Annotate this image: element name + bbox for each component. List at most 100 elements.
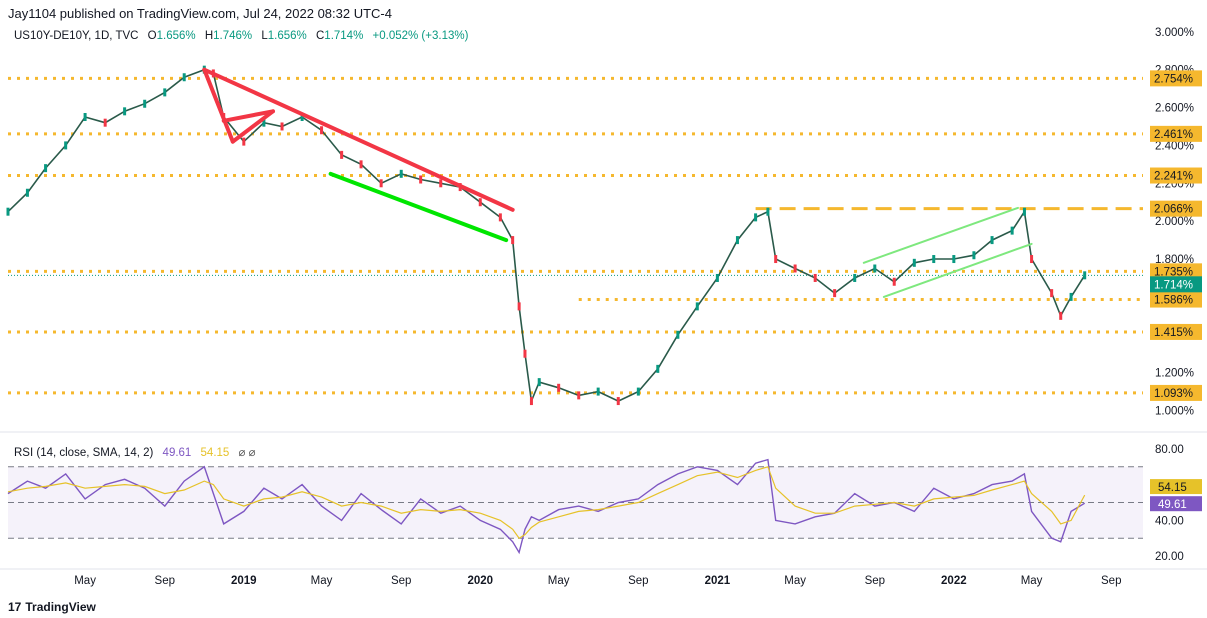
hide-indicator-icon[interactable]: ⌀ ⌀ — [238, 447, 256, 459]
price-candle — [143, 99, 147, 108]
rsi-value-tag-label: 49.61 — [1158, 499, 1187, 511]
price-axis-label: 2.000% — [1155, 216, 1194, 228]
high-value: 1.746% — [213, 30, 253, 42]
last-price-label: 1.714% — [1154, 279, 1193, 291]
price-candle — [1083, 271, 1087, 280]
price-candle — [320, 126, 324, 135]
price-candle — [280, 122, 284, 131]
price-axis-label: 1.800% — [1155, 254, 1194, 266]
level-price-label: 2.066% — [1154, 204, 1193, 216]
price-axis-label: 2.400% — [1155, 140, 1194, 152]
trendline-red — [230, 109, 275, 144]
price-candle — [340, 150, 344, 159]
price-candle — [695, 302, 699, 311]
rsi-axis-label: 40.00 — [1155, 515, 1184, 527]
price-candle — [44, 164, 48, 173]
change-value: +0.052% (+3.13%) — [372, 30, 469, 42]
price-candle — [25, 188, 29, 197]
price-candle — [754, 213, 758, 222]
level-price-tag — [1150, 291, 1202, 308]
time-axis-label: 2019 — [231, 575, 257, 587]
rsi-sma-tag-label: 54.15 — [1158, 482, 1187, 494]
price-candle — [1069, 292, 1073, 301]
price-candle — [833, 289, 837, 298]
price-candle — [596, 387, 600, 396]
time-axis-label: 2021 — [705, 575, 731, 587]
price-candle — [517, 302, 521, 311]
rsi-indicator-label: RSI (14, close, SMA, 14, 2) — [14, 447, 154, 459]
price-candle — [1059, 311, 1063, 320]
price-candle — [83, 113, 87, 122]
brand-name: TradingView — [25, 600, 96, 614]
price-candle — [262, 118, 266, 127]
price-candle — [1022, 207, 1026, 216]
low-label: L — [261, 30, 268, 42]
price-candle — [656, 364, 660, 373]
price-candle — [557, 383, 561, 392]
price-candle — [1010, 226, 1014, 235]
time-axis-label: May — [1021, 575, 1043, 587]
rsi-sma-line — [7, 466, 1086, 540]
price-axis-label: 1.000% — [1155, 406, 1194, 418]
price-candle — [990, 236, 994, 245]
time-axis-label: Sep — [865, 575, 885, 587]
level-price-label: 1.586% — [1154, 295, 1193, 307]
trendline-red — [202, 67, 515, 212]
price-candle — [972, 251, 976, 260]
trendline-lightgreen — [882, 242, 1033, 298]
brand-footer[interactable]: 17 TradingView — [8, 600, 96, 614]
time-axis-label: Sep — [155, 575, 175, 587]
price-candle — [64, 141, 68, 150]
price-candle — [735, 236, 739, 245]
level-price-tag — [1150, 167, 1202, 184]
time-axis-label: 2022 — [941, 575, 967, 587]
price-candle — [300, 113, 304, 122]
level-price-label: 1.735% — [1154, 266, 1193, 278]
price-axis-label: 1.200% — [1155, 368, 1194, 380]
tradingview-logo-icon: 17 — [8, 600, 22, 614]
price-candle — [242, 137, 246, 146]
price-candle — [577, 391, 581, 400]
price-candle — [932, 255, 936, 264]
price-candle — [123, 107, 127, 116]
time-axis-label: May — [74, 575, 96, 587]
price-candle — [853, 273, 857, 282]
trendline-green — [328, 171, 509, 243]
price-candle — [616, 397, 620, 406]
price-candle — [478, 198, 482, 207]
price-candle — [873, 264, 877, 273]
rsi-legend: RSI (14, close, SMA, 14, 2) 49.61 54.15 … — [14, 445, 256, 459]
time-axis-label: Sep — [628, 575, 648, 587]
symbol-label: US10Y-DE10Y, 1D, TVC — [14, 30, 139, 42]
level-price-tag — [1150, 323, 1202, 340]
rsi-sma-value: 54.15 — [200, 447, 230, 459]
price-candle — [419, 175, 423, 184]
level-price-tag — [1150, 125, 1202, 142]
time-axis-label: May — [311, 575, 333, 587]
price-candle — [511, 236, 515, 245]
level-price-tag — [1150, 384, 1202, 401]
open-value: 1.656% — [156, 30, 196, 42]
time-axis-label: Sep — [1101, 575, 1121, 587]
price-candle — [163, 88, 167, 97]
price-candle — [523, 349, 527, 358]
last-price-tag — [1150, 276, 1202, 293]
rsi-line — [7, 458, 1086, 555]
rsi-value-tag — [1150, 496, 1202, 512]
publish-header: Jay1104 published on TradingView.com, Ju… — [8, 6, 392, 21]
trendline-red — [202, 67, 235, 144]
price-candle — [1030, 255, 1034, 264]
price-candle — [182, 73, 186, 82]
level-price-tag — [1150, 70, 1202, 87]
price-candle — [636, 387, 640, 396]
rsi-axis-label: 20.00 — [1155, 551, 1184, 563]
level-price-label: 1.093% — [1154, 388, 1193, 400]
price-series-line — [7, 68, 1086, 405]
level-price-label: 2.754% — [1154, 73, 1193, 85]
price-candle — [359, 160, 363, 169]
rsi-axis-label: 80.00 — [1155, 444, 1184, 456]
time-axis-label: 2020 — [467, 575, 493, 587]
level-price-tag — [1150, 200, 1202, 217]
rsi-value: 49.61 — [162, 447, 192, 459]
